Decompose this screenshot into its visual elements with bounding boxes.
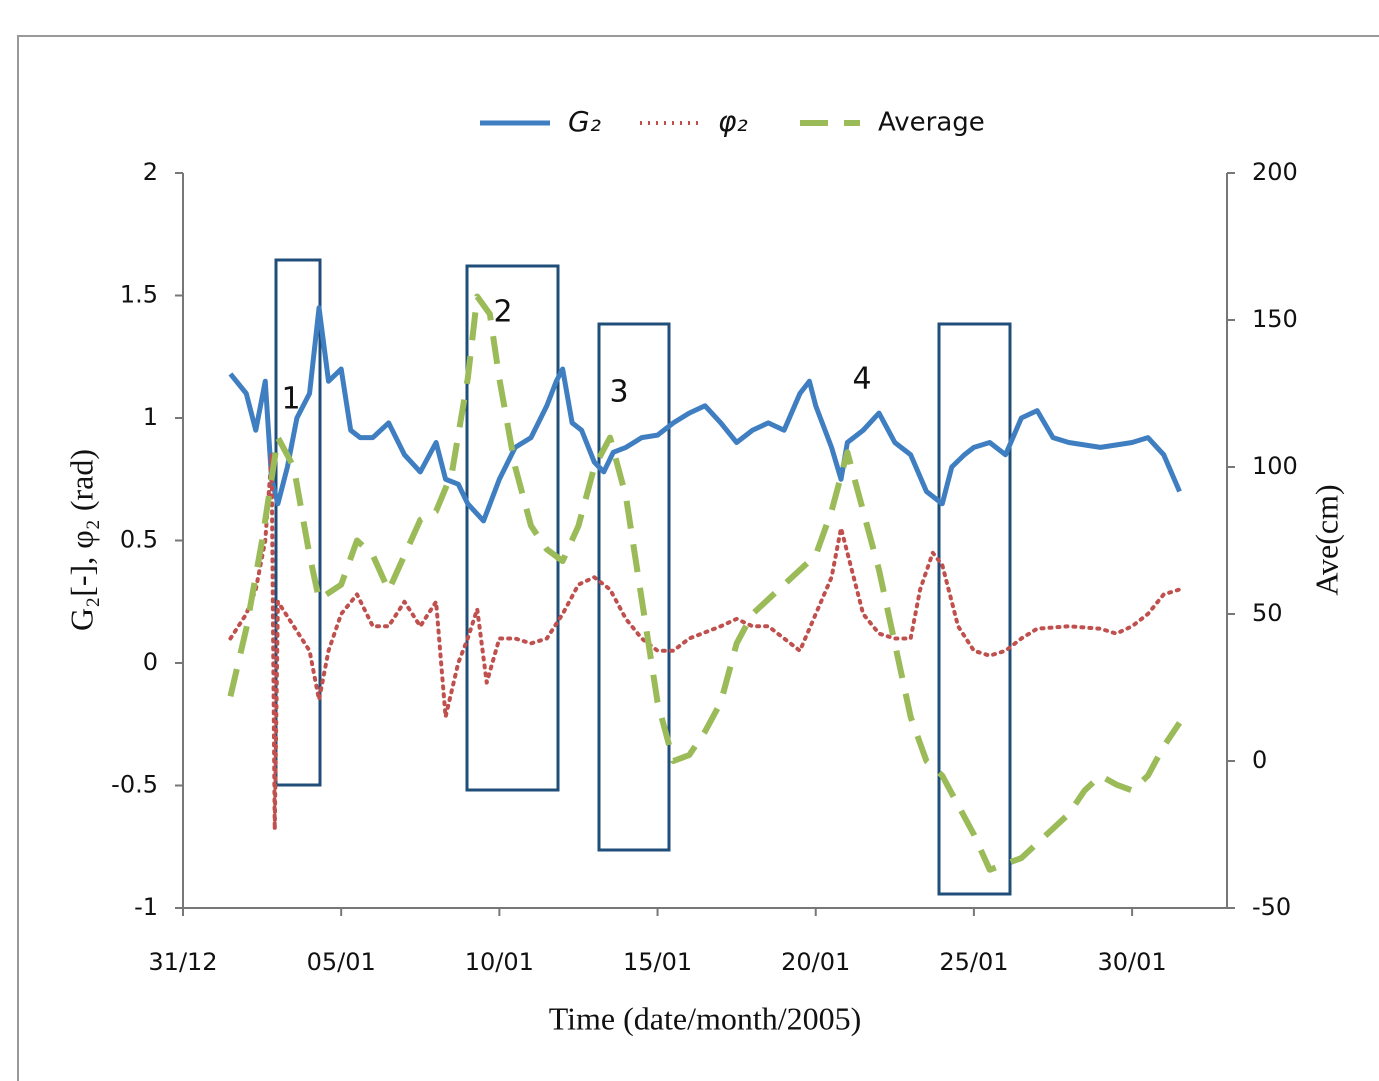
y-tick-label: 0.5 [120,526,158,554]
highlight-box [597,322,671,852]
x-tick-label: 20/01 [781,948,850,976]
y-tick-label: 1 [143,403,158,431]
x-tick-label: 30/01 [1098,948,1167,976]
annotation: 3 [609,375,628,410]
x-tick-label: 31/12 [148,948,217,976]
y-tick-label: 0 [143,648,158,676]
y2-tick-label: -50 [1252,893,1291,921]
highlight-box [465,264,560,792]
y2-tick-label: 100 [1252,452,1298,480]
x-tick-label: 10/01 [465,948,534,976]
y-tick-label: -0.5 [111,771,158,799]
annotation: 4 [852,362,871,397]
highlight-box [274,258,322,787]
y-tick-label: 1.5 [120,281,158,309]
x-tick-label: 05/01 [307,948,376,976]
frame [17,35,1379,1081]
annotation: 2 [493,295,512,330]
x-axis-title: Time (date/month/2005) [549,1000,862,1036]
legend-label: Average [878,108,985,138]
series-line [227,293,1183,873]
y2-tick-label: 150 [1252,305,1298,333]
legend-label: φ₂ [718,105,748,138]
annotation: 1 [281,382,300,417]
y2-axis-title: Ave(cm) [1308,484,1344,595]
y-tick-label: 2 [143,158,158,186]
x-tick-label: 15/01 [623,948,692,976]
y2-tick-label: 200 [1252,158,1298,186]
highlight-box [937,322,1012,896]
legend-label: G₂ [568,105,601,138]
x-tick-label: 25/01 [939,948,1008,976]
y2-tick-label: 50 [1252,599,1283,627]
y-tick-label: -1 [134,893,158,921]
y2-tick-label: 0 [1252,746,1267,774]
y-axis-title: G₂[-], φ₂ (rad) [63,449,99,631]
series-line [228,305,1182,524]
